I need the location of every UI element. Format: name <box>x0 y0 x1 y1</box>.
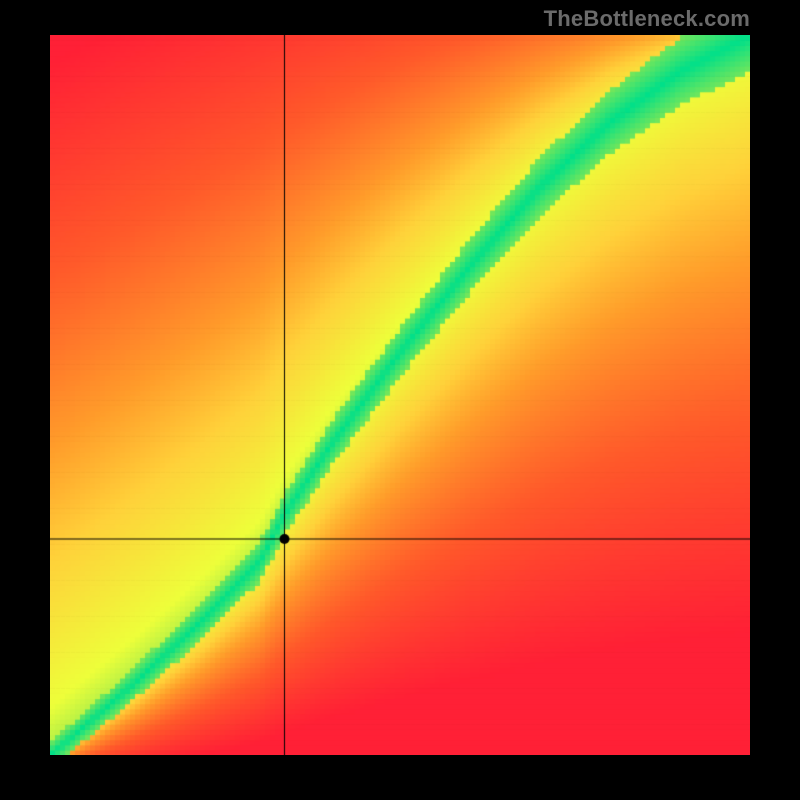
watermark-text: TheBottleneck.com <box>544 6 750 32</box>
bottleneck-heatmap <box>50 35 750 755</box>
